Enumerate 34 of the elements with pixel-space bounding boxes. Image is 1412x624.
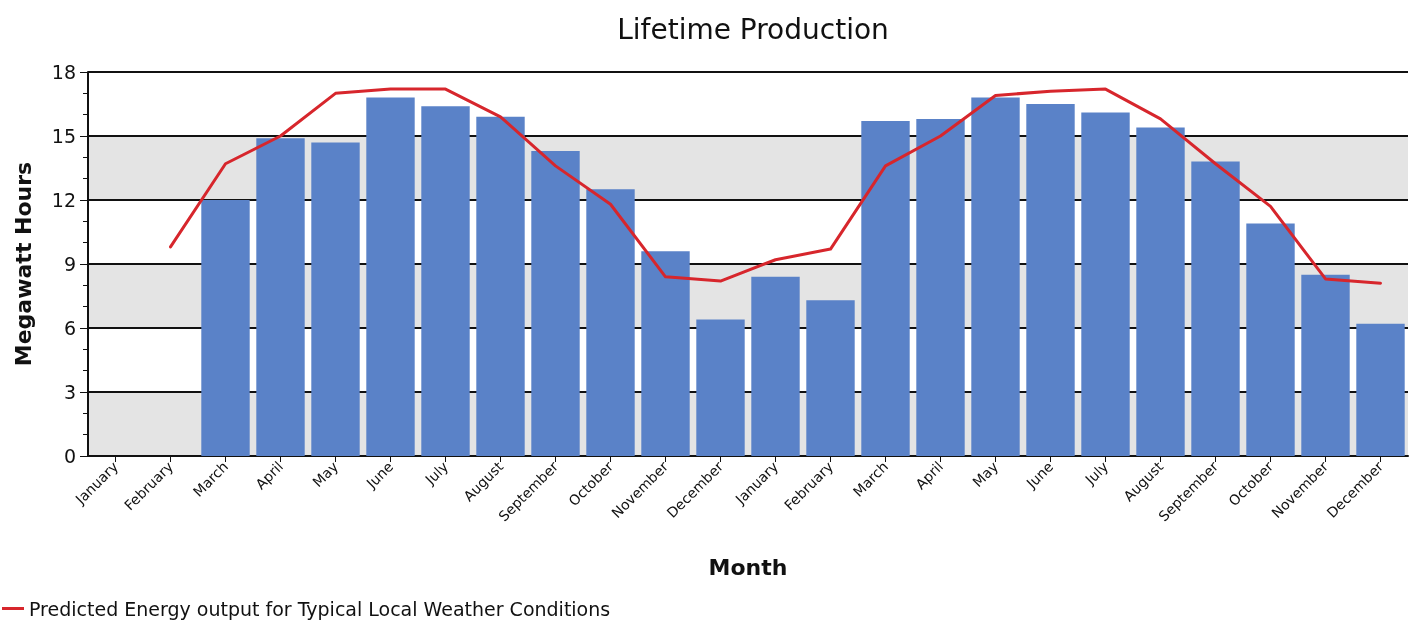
bar bbox=[861, 121, 910, 456]
chart-title: Lifetime Production bbox=[617, 12, 889, 46]
bar bbox=[1246, 223, 1295, 456]
legend-label: Predicted Energy output for Typical Local Weather Conditions bbox=[29, 597, 611, 620]
y-axis-title: Megawatt Hours bbox=[10, 161, 36, 367]
bar bbox=[696, 319, 745, 456]
bar bbox=[256, 138, 305, 456]
bar bbox=[641, 251, 690, 456]
bar bbox=[1081, 112, 1130, 456]
bar bbox=[1026, 104, 1075, 456]
bar bbox=[586, 189, 635, 456]
bar bbox=[1301, 274, 1350, 456]
bar bbox=[476, 116, 525, 456]
x-axis-title: Month bbox=[708, 554, 788, 580]
bar bbox=[916, 118, 965, 456]
bar bbox=[1136, 127, 1185, 456]
bar bbox=[311, 142, 360, 456]
bar bbox=[366, 97, 415, 456]
bar bbox=[751, 276, 800, 456]
line-series bbox=[169, 87, 1382, 285]
y-tick-label: 0 bbox=[63, 445, 76, 467]
y-tick-label: 15 bbox=[51, 125, 76, 147]
bar bbox=[201, 200, 250, 456]
y-tick-label: 9 bbox=[63, 253, 76, 275]
bar bbox=[1191, 161, 1240, 456]
bar bbox=[806, 300, 855, 456]
y-tick-label: 12 bbox=[51, 189, 76, 211]
bar bbox=[421, 106, 470, 456]
y-tick-label: 6 bbox=[63, 317, 76, 339]
bar bbox=[531, 150, 580, 456]
bar bbox=[971, 97, 1020, 456]
bar bbox=[1356, 323, 1405, 456]
y-tick-label: 18 bbox=[51, 61, 76, 83]
y-tick-label: 3 bbox=[63, 381, 76, 403]
